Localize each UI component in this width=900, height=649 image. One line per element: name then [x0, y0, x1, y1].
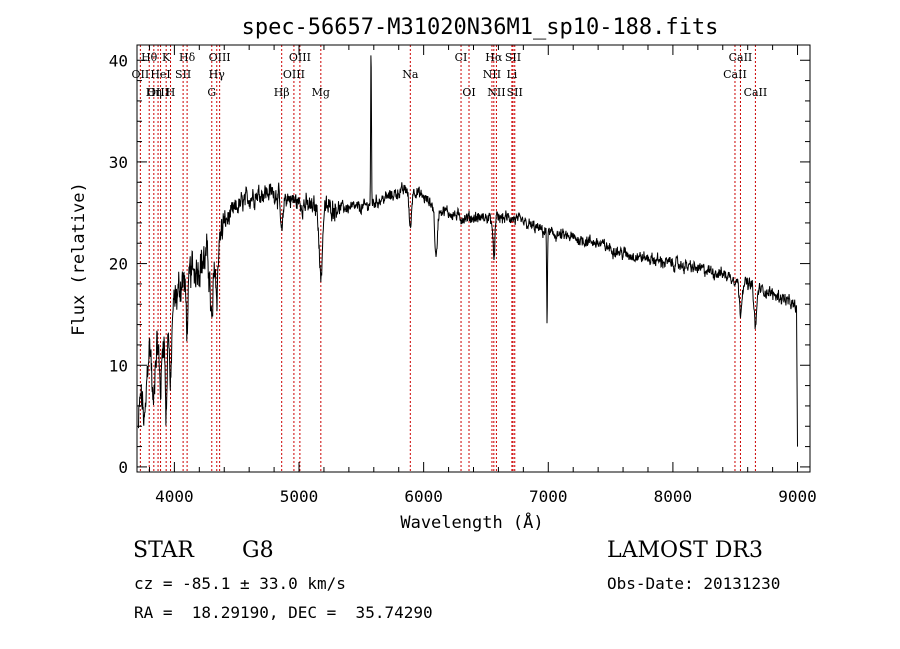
line-label: SII — [507, 86, 523, 99]
line-markers — [139, 45, 756, 472]
line-label: Na — [402, 68, 419, 81]
line-label: Mg — [312, 86, 330, 99]
line-label: Hβ — [274, 86, 290, 99]
x-axis-label: Wavelength (Å) — [400, 511, 543, 533]
line-label: NII — [487, 86, 505, 99]
line-label: CI — [455, 51, 468, 64]
line-label: SII — [505, 51, 521, 64]
line-label: HeI — [150, 68, 170, 81]
line-label: NII — [483, 68, 501, 81]
y-axis-label: Flux (relative) — [69, 182, 89, 336]
line-label: CaII — [744, 86, 768, 99]
y-tick-label: 30 — [109, 153, 128, 172]
line-label: Hδ — [179, 51, 196, 64]
survey-name: LAMOST DR3 — [607, 538, 763, 563]
line-label: Li — [506, 68, 517, 81]
y-tick-label: 0 — [118, 458, 128, 477]
plot-frame — [136, 44, 811, 473]
line-label: SII — [175, 68, 191, 81]
x-tick-label: 6000 — [404, 487, 443, 506]
line-label: Hη — [146, 86, 162, 99]
line-label: CaII — [723, 68, 747, 81]
coordinates: RA = 18.29190, DEC = 35.74290 — [134, 603, 433, 622]
x-tick-label: 7000 — [529, 487, 568, 506]
x-tick-label: 4000 — [155, 487, 194, 506]
x-tick-label: 5000 — [280, 487, 319, 506]
x-tick-label: 9000 — [778, 487, 817, 506]
line-label: Hγ — [209, 68, 226, 81]
spectrum-line — [138, 55, 798, 447]
line-label: OIII — [209, 51, 231, 64]
redshift-readout: cz = -85.1 ± 33.0 km/s — [134, 574, 346, 593]
line-label: OIII — [289, 51, 311, 64]
line-label: OII — [132, 68, 150, 81]
y-tick-label: 20 — [109, 255, 128, 274]
line-label: OIII — [147, 86, 169, 99]
obs-date: Obs-Date: 20131230 — [607, 574, 781, 593]
y-tick-label: 40 — [109, 51, 128, 70]
line-label: G — [207, 86, 216, 99]
object-class: STAR — [133, 538, 194, 563]
y-axis: 0 10 20 30 40 — [109, 51, 810, 477]
object-subclass: G8 — [242, 538, 274, 563]
line-label: OIII — [283, 68, 305, 81]
y-tick-label: 10 — [109, 356, 128, 375]
line-label: Hα — [485, 51, 503, 64]
chart-title: spec-56657-M31020N36M1_sp10-188.fits — [242, 15, 719, 40]
line-label: OI — [462, 86, 475, 99]
x-tick-label: 8000 — [654, 487, 693, 506]
line-label: Hθ — [141, 51, 158, 64]
line-label: CaII — [729, 51, 753, 64]
line-label: K — [162, 51, 171, 64]
line-label: H — [166, 86, 176, 99]
x-axis: 4000 5000 6000 7000 8000 9000 — [148, 45, 817, 506]
